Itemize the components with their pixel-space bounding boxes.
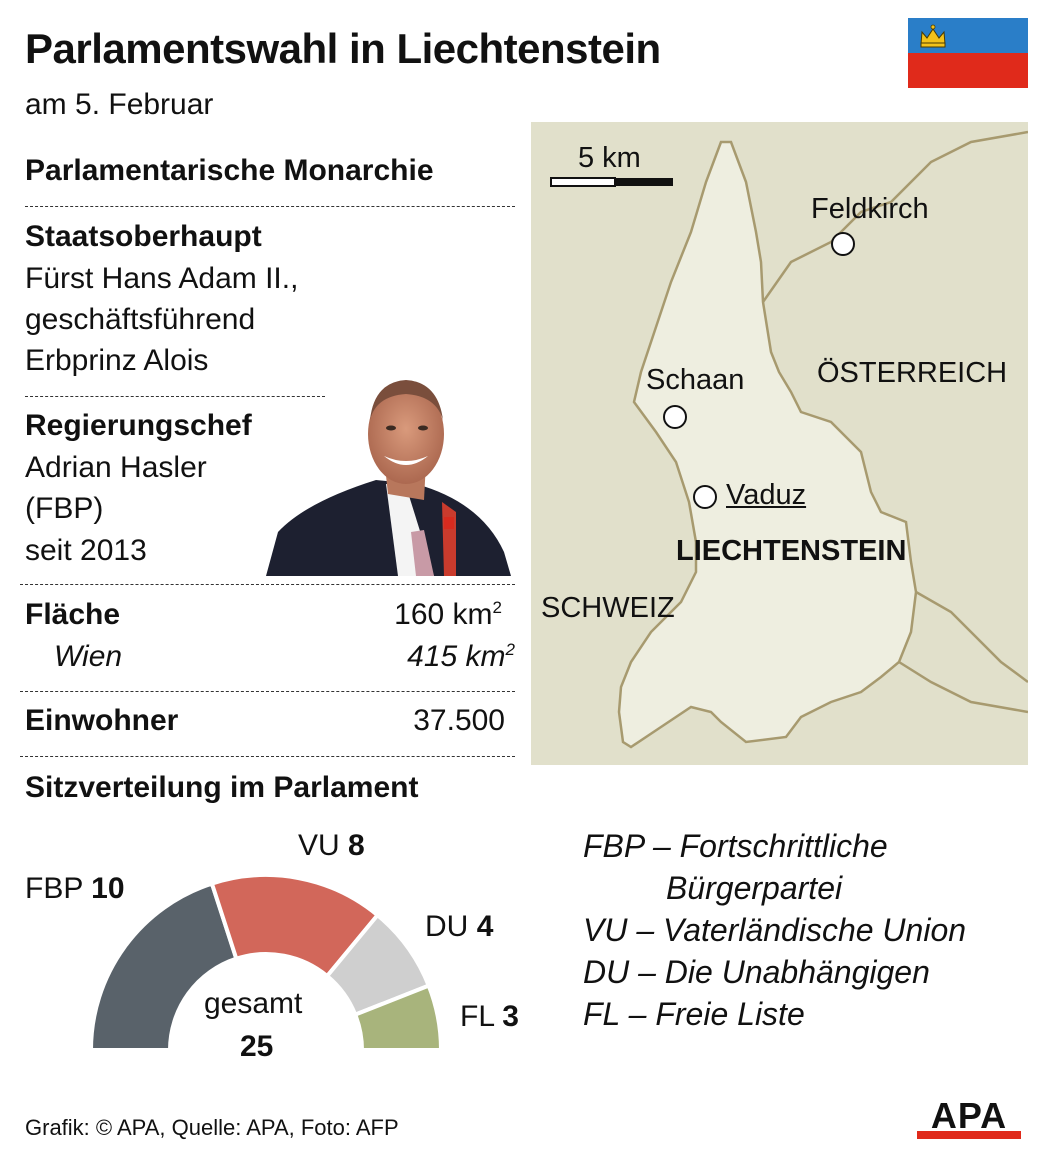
country-label-switzerland: SCHWEIZ bbox=[541, 592, 675, 624]
country-label-austria: ÖSTERREICH bbox=[817, 357, 1008, 389]
liechtenstein-territory bbox=[617, 140, 918, 749]
footer-credit: Grafik: © APA, Quelle: APA, Foto: AFP bbox=[25, 1115, 399, 1140]
seat-segment-fl bbox=[352, 982, 444, 1052]
austria-border-north bbox=[761, 130, 1028, 303]
portrait-photo bbox=[266, 380, 511, 576]
seats-heading: Sitzverteilung im Parlament bbox=[25, 771, 419, 804]
legend-item: DU – Die Unabhängigen bbox=[583, 954, 930, 990]
scale-bar-icon bbox=[550, 177, 673, 187]
area-label: Fläche bbox=[25, 598, 121, 631]
area-value: 160 km2 bbox=[394, 598, 502, 631]
head-of-state-line: Erbprinz Alois bbox=[25, 344, 209, 377]
page-subtitle: am 5. Februar bbox=[25, 88, 214, 121]
liechtenstein-flag-icon bbox=[908, 18, 1028, 88]
seat-distribution-chart bbox=[88, 873, 444, 1052]
svg-text:APA: APA bbox=[931, 1098, 1007, 1136]
austria-swiss-border bbox=[898, 590, 1028, 714]
head-of-state-label: Staatsoberhaupt bbox=[25, 220, 262, 253]
legend-item: FBP – Fortschrittliche bbox=[583, 828, 888, 864]
divider bbox=[25, 396, 325, 397]
vienna-area-value: 415 km2 bbox=[407, 640, 515, 673]
population-value: 37.500 bbox=[413, 704, 505, 737]
legend-item: VU – Vaterländische Union bbox=[583, 912, 967, 948]
head-of-government-line: (FBP) bbox=[25, 492, 104, 525]
crown-icon bbox=[920, 24, 946, 48]
divider bbox=[20, 584, 515, 585]
legend-item: Bürgerpartei bbox=[666, 870, 843, 906]
page-title: Parlamentswahl in Liechtenstein bbox=[25, 25, 661, 72]
city-marker-icon bbox=[831, 232, 855, 256]
head-of-state-line: Fürst Hans Adam II., bbox=[25, 262, 299, 295]
head-of-state-line: geschäftsführend bbox=[25, 303, 256, 336]
seat-label-fbp: FBP 10 bbox=[25, 872, 125, 905]
apa-logo-icon: APA bbox=[917, 1098, 1021, 1139]
seat-label-vu: VU 8 bbox=[298, 829, 365, 862]
capital-label-vaduz: Vaduz bbox=[726, 479, 807, 511]
city-marker-icon bbox=[663, 405, 687, 429]
city-label-schaan: Schaan bbox=[646, 364, 745, 396]
legend-item: FL – Freie Liste bbox=[583, 996, 805, 1032]
head-of-government-line: Adrian Hasler bbox=[25, 451, 207, 484]
divider bbox=[20, 691, 515, 692]
scale-label: 5 km bbox=[578, 142, 641, 174]
seat-label-du: DU 4 bbox=[425, 910, 494, 943]
vienna-label: Wien bbox=[54, 640, 123, 673]
city-label-feldkirch: Feldkirch bbox=[811, 193, 929, 225]
head-of-government-label: Regierungschef bbox=[25, 409, 252, 442]
population-label: Einwohner bbox=[25, 704, 179, 737]
capital-marker-icon bbox=[693, 485, 717, 509]
head-of-government-line: seit 2013 bbox=[25, 534, 147, 567]
total-value: 25 bbox=[240, 1030, 274, 1063]
divider bbox=[20, 756, 515, 757]
divider bbox=[25, 206, 515, 207]
seat-segment-fbp bbox=[88, 881, 239, 1052]
total-label: gesamt bbox=[204, 987, 303, 1020]
country-label-liechtenstein: LIECHTENSTEIN bbox=[676, 535, 907, 567]
liechtenstein-map bbox=[531, 122, 1028, 765]
government-type: Parlamentarische Monarchie bbox=[25, 154, 434, 187]
seat-label-fl: FL 3 bbox=[460, 1000, 519, 1033]
